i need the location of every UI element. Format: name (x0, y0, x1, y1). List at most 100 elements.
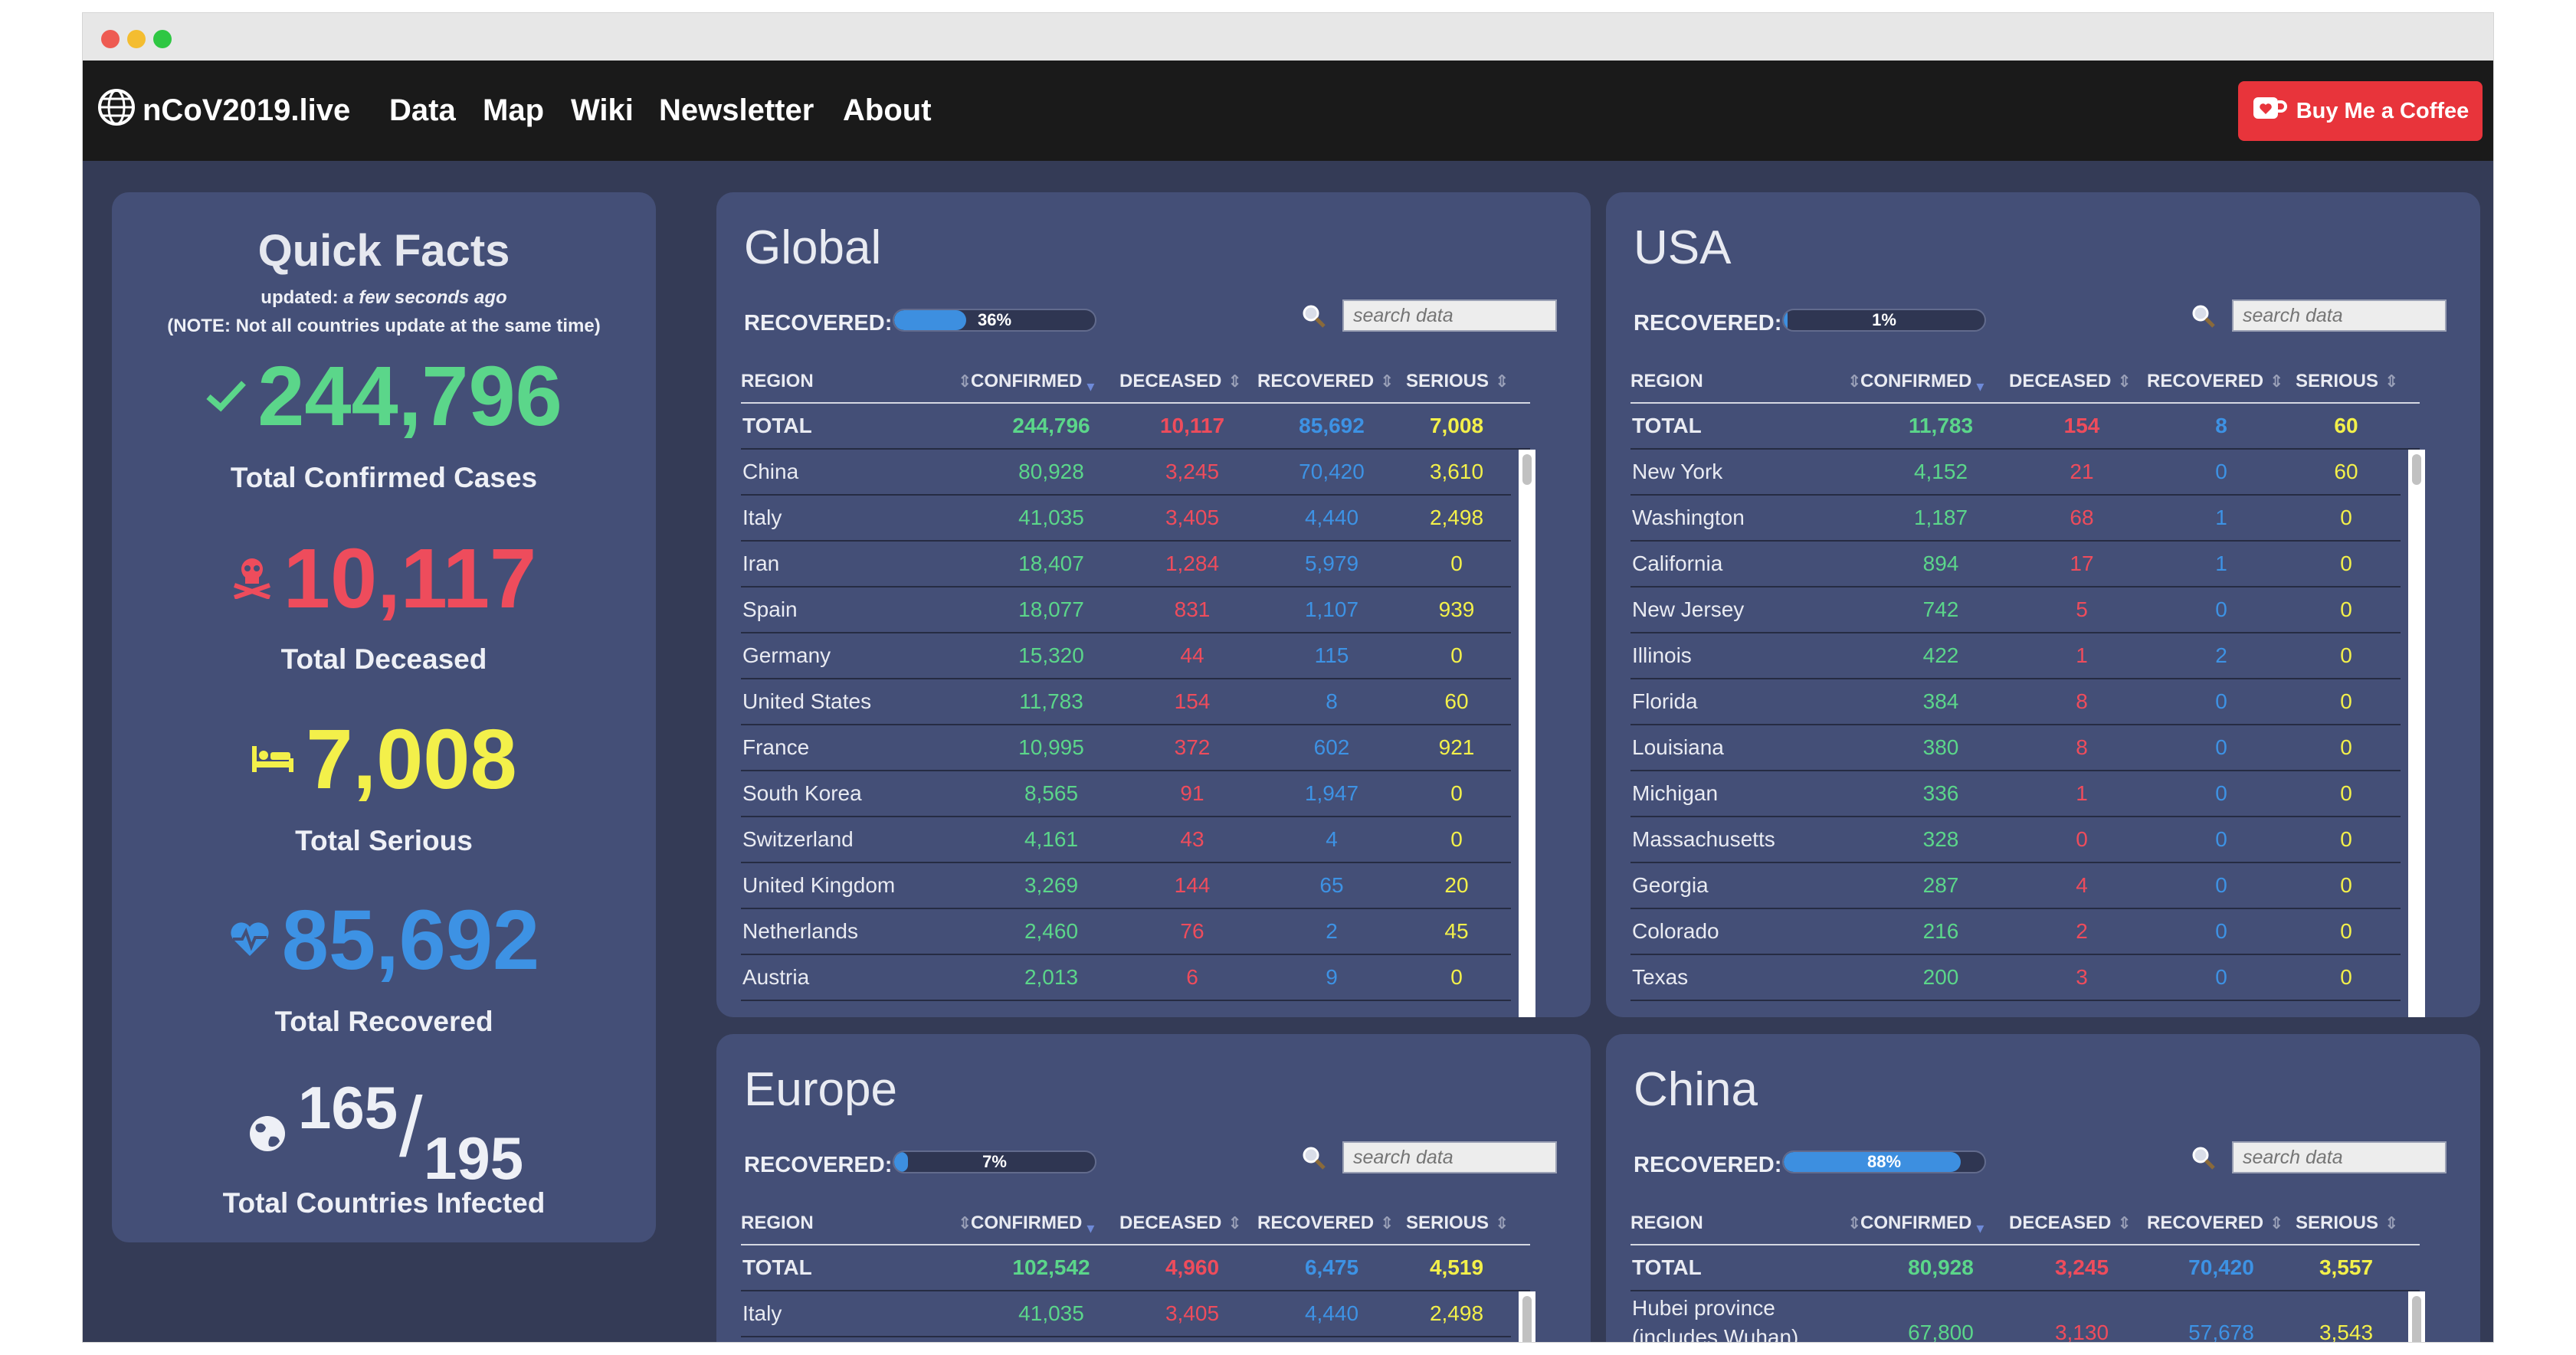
sort-icon: ⇕ (2270, 1213, 2284, 1232)
countries-label: Total Countries Infected (222, 1187, 546, 1219)
maximize-window-button[interactable] (153, 30, 172, 48)
deceased-cell: 3,130 (2054, 1321, 2109, 1342)
table-scrollbar[interactable] (1519, 1291, 1535, 1342)
column-header-label: REGION (741, 371, 814, 391)
serious-cell: 45 (1444, 919, 1469, 943)
table-row: Austria 2,013 6 9 0 (741, 955, 1511, 1001)
recovered-progress-bar: 88% (1782, 1150, 1986, 1173)
brand-name: nCoV2019.live (143, 93, 351, 127)
table-total-row: TOTAL 244,796 10,117 85,692 7,008 (741, 404, 1530, 450)
search-input[interactable] (2232, 299, 2447, 332)
column-header-confirmed[interactable]: CONFIRMED ▾ (971, 361, 1094, 402)
column-header-label: RECOVERED (2147, 1213, 2264, 1233)
column-header-region[interactable]: REGION ⇕ (741, 361, 972, 402)
column-header-label: REGION (1630, 1213, 1703, 1233)
sort-icon: ⇕ (1847, 1213, 1862, 1232)
recovered-cell: 602 (1313, 735, 1350, 759)
confirmed-cell: 422 (1922, 643, 1959, 667)
serious-cell: 0 (2340, 919, 2352, 943)
column-header-serious[interactable]: SERIOUS ⇕ (1406, 361, 1509, 402)
table-row: Spain 18,077 831 1,107 939 (741, 587, 1511, 633)
column-header-region[interactable]: REGION ⇕ (1630, 1203, 1861, 1244)
column-header-confirmed[interactable]: CONFIRMED ▾ (1860, 1203, 1984, 1244)
column-header-recovered[interactable]: RECOVERED ⇕ (1257, 361, 1394, 402)
serious-cell: 2,498 (1429, 1301, 1484, 1325)
column-header-serious[interactable]: SERIOUS ⇕ (1406, 1203, 1509, 1244)
serious-stat: 7,008 (112, 718, 656, 802)
recovered-label: RECOVERED: (1634, 311, 1782, 335)
column-header-label: CONFIRMED (1860, 1213, 1972, 1233)
column-header-deceased[interactable]: DECEASED ⇕ (1119, 361, 1242, 402)
search-input[interactable] (1342, 299, 1557, 332)
column-header-recovered[interactable]: RECOVERED ⇕ (1257, 1203, 1394, 1244)
serious-cell: 4,519 (1429, 1255, 1484, 1279)
scrollbar-thumb[interactable] (2412, 1296, 2421, 1342)
brand-link[interactable]: nCoV2019.live (97, 61, 350, 161)
europe-panel: EuropeRECOVERED:7%REGION⇕CONFIRMED▾DECEA… (716, 1034, 1591, 1342)
serious-label: Total Serious (295, 825, 473, 856)
nav-link-newsletter[interactable]: Newsletter (659, 93, 814, 127)
confirmed-cell: 80,928 (1018, 460, 1084, 483)
region-cell: Germany (742, 643, 831, 667)
column-header-serious[interactable]: SERIOUS ⇕ (2296, 361, 2398, 402)
recovered-percent: 7% (982, 1152, 1007, 1171)
column-header-region[interactable]: REGION ⇕ (741, 1203, 972, 1244)
search-input[interactable] (1342, 1141, 1557, 1173)
column-header-deceased[interactable]: DECEASED ⇕ (1119, 1203, 1242, 1244)
serious-cell: 939 (1438, 597, 1475, 621)
serious-cell: 0 (2340, 689, 2352, 713)
column-header-deceased[interactable]: DECEASED ⇕ (2009, 361, 2132, 402)
confirmed-cell: 80,928 (1908, 1255, 1974, 1279)
table-row: Italy 41,035 3,405 4,440 2,498 (741, 496, 1511, 542)
column-header-deceased[interactable]: DECEASED ⇕ (2009, 1203, 2132, 1244)
table-scrollbar[interactable] (1519, 450, 1535, 1017)
nav-link-map[interactable]: Map (483, 93, 544, 127)
recovered-cell: 0 (2215, 873, 2227, 897)
table-scrollbar[interactable] (2408, 450, 2425, 1017)
nav-link-about[interactable]: About (843, 93, 932, 127)
deceased-cell: 68 (2070, 506, 2094, 529)
scrollbar-thumb[interactable] (1522, 454, 1532, 485)
recovered-cell: 0 (2215, 460, 2227, 483)
column-header-serious[interactable]: SERIOUS ⇕ (2296, 1203, 2398, 1244)
table-total-row: TOTAL 11,783 154 8 60 (1630, 404, 2420, 450)
progress-fill (1784, 1152, 1961, 1172)
scrollbar-thumb[interactable] (1522, 1296, 1532, 1342)
scrollbar-thumb[interactable] (2412, 454, 2421, 485)
search-input[interactable] (2232, 1141, 2447, 1173)
sort-icon: ⇕ (958, 1213, 972, 1232)
recovered-cell: 65 (1319, 873, 1344, 897)
deceased-cell: 3,245 (2054, 1255, 2109, 1279)
column-header-confirmed[interactable]: CONFIRMED ▾ (1860, 361, 1984, 402)
close-window-button[interactable] (101, 30, 120, 48)
nav-link-wiki[interactable]: Wiki (571, 93, 634, 127)
column-header-confirmed[interactable]: CONFIRMED ▾ (971, 1203, 1094, 1244)
region-cell: Michigan (1632, 781, 1719, 805)
serious-cell: 60 (1444, 689, 1469, 713)
deceased-cell: 3 (2076, 965, 2088, 989)
global-panel-title: Global (744, 221, 882, 274)
nav-link-data[interactable]: Data (389, 93, 456, 127)
coffee-cup-icon (2252, 94, 2287, 128)
recovered-cell: 5,979 (1304, 551, 1359, 575)
deceased-cell: 3,405 (1165, 506, 1220, 529)
recovered-cell: 0 (2215, 597, 2227, 621)
table-scrollbar[interactable] (2408, 1291, 2425, 1342)
sort-icon: ⇕ (2117, 371, 2132, 391)
column-header-recovered[interactable]: RECOVERED ⇕ (2147, 361, 2283, 402)
recovered-cell: 1,107 (1304, 597, 1359, 621)
serious-cell: 0 (1450, 965, 1463, 989)
column-header-recovered[interactable]: RECOVERED ⇕ (2147, 1203, 2283, 1244)
table-row: Italy 41,035 3,405 4,440 2,498 (741, 1291, 1511, 1337)
column-header-label: RECOVERED (2147, 371, 2264, 391)
buy-me-a-coffee-button[interactable]: Buy Me a Coffee (2238, 81, 2483, 141)
recovered-cell: 6,475 (1304, 1255, 1359, 1279)
deceased-cell: 154 (2063, 414, 2100, 437)
column-header-region[interactable]: REGION ⇕ (1630, 361, 1861, 402)
update-note: (NOTE: Not all countries update at the s… (167, 316, 601, 336)
confirmed-cell: 742 (1922, 597, 1959, 621)
deceased-cell: 4,960 (1165, 1255, 1220, 1279)
minimize-window-button[interactable] (127, 30, 146, 48)
sort-icon: ⇕ (1380, 1213, 1395, 1232)
recovered-cell: 0 (2215, 781, 2227, 805)
